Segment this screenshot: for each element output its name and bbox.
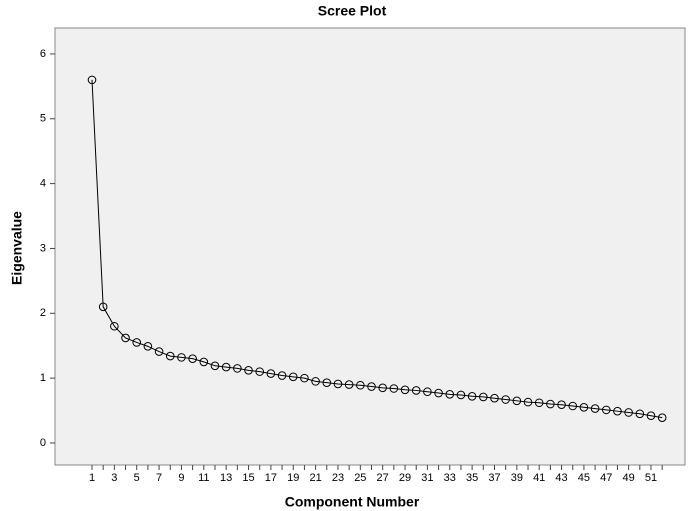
x-tick-label: 33 bbox=[444, 472, 456, 484]
y-tick-label: 4 bbox=[40, 178, 46, 190]
y-tick-label: 6 bbox=[40, 48, 46, 60]
x-axis-title: Component Number bbox=[285, 494, 420, 510]
y-tick-label: 2 bbox=[40, 307, 46, 319]
y-tick-label: 3 bbox=[40, 242, 46, 254]
x-tick-label: 23 bbox=[332, 472, 344, 484]
chart-title: Scree Plot bbox=[318, 3, 387, 19]
x-tick-label: 27 bbox=[377, 472, 389, 484]
x-tick-label: 29 bbox=[399, 472, 411, 484]
x-tick-label: 19 bbox=[287, 472, 299, 484]
chart: Scree Plot Component Number Eigenvalue 0… bbox=[0, 0, 690, 511]
x-tick-label: 11 bbox=[198, 472, 209, 484]
x-tick-label: 31 bbox=[421, 472, 433, 484]
x-tick-label: 5 bbox=[134, 472, 140, 484]
x-tick-label: 39 bbox=[511, 472, 523, 484]
x-tick-label: 9 bbox=[178, 472, 184, 484]
y-tick-label: 5 bbox=[40, 113, 46, 125]
x-tick-label: 47 bbox=[600, 472, 612, 484]
x-tick-label: 49 bbox=[623, 472, 635, 484]
x-tick-label: 3 bbox=[111, 472, 117, 484]
x-tick-label: 43 bbox=[555, 472, 567, 484]
y-axis-title: Eigenvalue bbox=[9, 211, 25, 285]
x-tick-label: 7 bbox=[156, 472, 162, 484]
x-tick-label: 15 bbox=[242, 472, 254, 484]
x-tick-label: 13 bbox=[220, 472, 232, 484]
y-tick-label: 1 bbox=[40, 372, 46, 384]
x-tick-label: 17 bbox=[265, 472, 277, 484]
x-tick-label: 35 bbox=[466, 472, 478, 484]
x-tick-label: 21 bbox=[309, 472, 321, 484]
plot-area bbox=[55, 28, 685, 465]
x-tick-label: 41 bbox=[533, 472, 545, 484]
x-tick-label: 37 bbox=[488, 472, 500, 484]
x-tick-label: 51 bbox=[645, 472, 657, 484]
x-tick-label: 1 bbox=[89, 472, 95, 484]
x-tick-label: 25 bbox=[354, 472, 366, 484]
y-tick-label: 0 bbox=[40, 437, 46, 449]
x-tick-label: 45 bbox=[578, 472, 590, 484]
